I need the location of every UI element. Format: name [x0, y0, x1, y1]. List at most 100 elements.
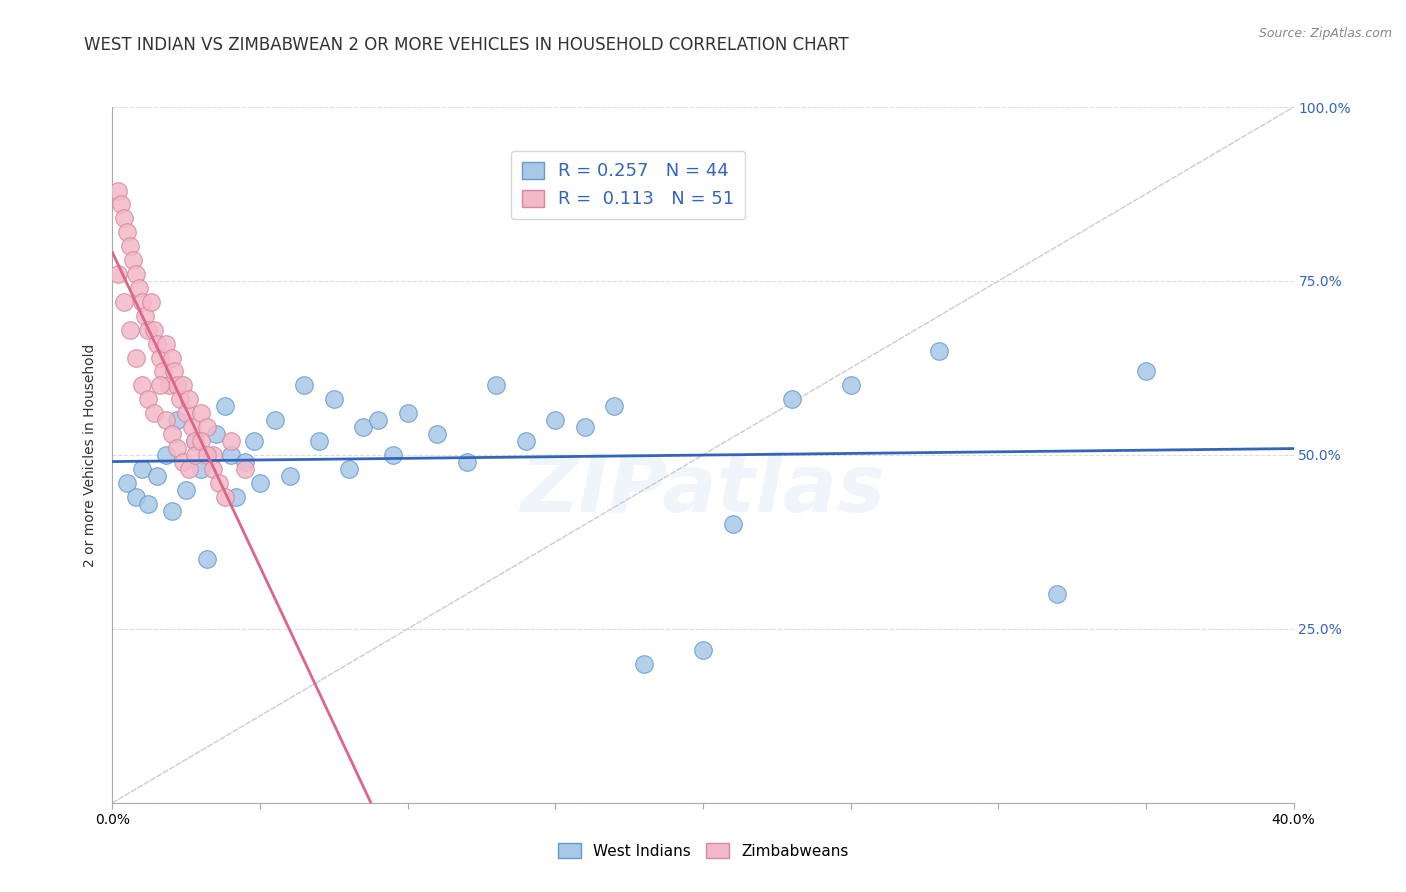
- Point: [190, 434, 212, 448]
- Point: [128, 281, 150, 295]
- Point: [184, 434, 207, 448]
- Point: [225, 490, 247, 504]
- Point: [603, 399, 626, 413]
- Point: [367, 413, 389, 427]
- Point: [205, 427, 228, 442]
- Point: [323, 392, 346, 407]
- Point: [155, 413, 177, 427]
- Point: [214, 399, 236, 413]
- Point: [155, 336, 177, 351]
- Point: [233, 455, 256, 469]
- Point: [190, 406, 212, 420]
- Point: [780, 392, 803, 407]
- Point: [233, 462, 256, 476]
- Point: [574, 420, 596, 434]
- Text: WEST INDIAN VS ZIMBABWEAN 2 OR MORE VEHICLES IN HOUSEHOLD CORRELATION CHART: WEST INDIAN VS ZIMBABWEAN 2 OR MORE VEHI…: [84, 36, 849, 54]
- Point: [163, 364, 186, 378]
- Point: [426, 427, 449, 442]
- Point: [166, 378, 188, 392]
- Point: [633, 657, 655, 671]
- Point: [249, 475, 271, 490]
- Point: [214, 490, 236, 504]
- Point: [142, 323, 165, 337]
- Point: [308, 434, 330, 448]
- Y-axis label: 2 or more Vehicles in Household: 2 or more Vehicles in Household: [83, 343, 97, 566]
- Point: [544, 413, 567, 427]
- Point: [117, 225, 138, 239]
- Point: [125, 490, 148, 504]
- Point: [201, 462, 224, 476]
- Point: [219, 448, 242, 462]
- Text: ZIPatlas: ZIPatlas: [520, 450, 886, 529]
- Point: [152, 364, 174, 378]
- Point: [243, 434, 266, 448]
- Point: [139, 294, 162, 309]
- Point: [721, 517, 744, 532]
- Point: [485, 378, 508, 392]
- Point: [146, 468, 169, 483]
- Point: [136, 392, 159, 407]
- Legend: R = 0.257   N = 44, R =  0.113   N = 51: R = 0.257 N = 44, R = 0.113 N = 51: [512, 151, 745, 219]
- Point: [146, 336, 169, 351]
- Point: [160, 503, 183, 517]
- Point: [1135, 364, 1157, 378]
- Point: [112, 211, 135, 226]
- Point: [352, 420, 374, 434]
- Point: [157, 378, 180, 392]
- Point: [928, 343, 950, 358]
- Point: [169, 392, 191, 407]
- Point: [839, 378, 862, 392]
- Point: [456, 455, 478, 469]
- Point: [117, 475, 138, 490]
- Point: [149, 378, 172, 392]
- Point: [122, 253, 145, 268]
- Point: [195, 420, 218, 434]
- Point: [278, 468, 301, 483]
- Point: [195, 448, 218, 462]
- Point: [382, 448, 405, 462]
- Point: [174, 483, 197, 497]
- Point: [160, 427, 183, 442]
- Point: [131, 462, 153, 476]
- Point: [112, 294, 135, 309]
- Point: [195, 552, 218, 566]
- Point: [131, 294, 153, 309]
- Point: [155, 448, 177, 462]
- Point: [219, 434, 242, 448]
- Point: [125, 267, 148, 281]
- Point: [166, 413, 188, 427]
- Point: [1046, 587, 1069, 601]
- Point: [125, 351, 148, 365]
- Point: [134, 309, 156, 323]
- Point: [136, 323, 159, 337]
- Point: [120, 323, 142, 337]
- Point: [110, 197, 132, 211]
- Point: [136, 497, 159, 511]
- Point: [149, 351, 172, 365]
- Point: [190, 462, 212, 476]
- Point: [179, 462, 201, 476]
- Point: [174, 406, 197, 420]
- Point: [201, 448, 224, 462]
- Point: [131, 378, 153, 392]
- Point: [181, 420, 204, 434]
- Point: [292, 378, 315, 392]
- Text: Source: ZipAtlas.com: Source: ZipAtlas.com: [1258, 27, 1392, 40]
- Point: [337, 462, 360, 476]
- Point: [166, 441, 188, 455]
- Point: [208, 475, 231, 490]
- Point: [107, 184, 129, 198]
- Point: [692, 642, 714, 657]
- Point: [142, 406, 165, 420]
- Point: [107, 267, 129, 281]
- Point: [184, 448, 207, 462]
- Point: [264, 413, 287, 427]
- Point: [184, 434, 207, 448]
- Point: [160, 351, 183, 365]
- Point: [120, 239, 142, 253]
- Point: [179, 392, 201, 407]
- Point: [172, 455, 194, 469]
- Point: [172, 378, 194, 392]
- Point: [396, 406, 419, 420]
- Point: [515, 434, 537, 448]
